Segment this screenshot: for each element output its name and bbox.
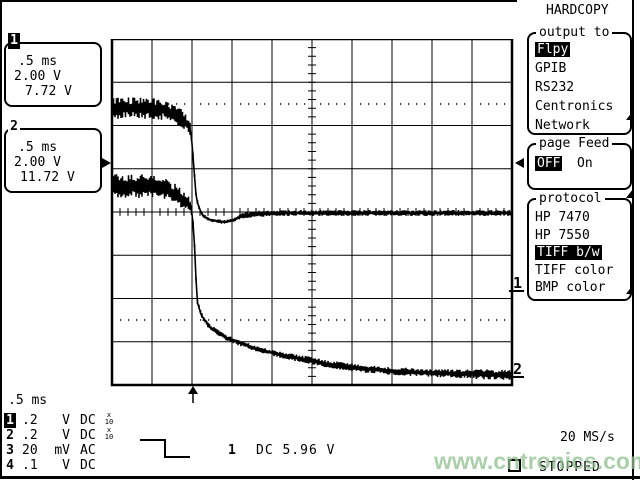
- left-border: [0, 0, 2, 477]
- bezel-arrow-icon: [626, 189, 633, 198]
- ch1-right-marker: 1: [513, 274, 522, 292]
- page-feed-menu: page Feed OFF On: [527, 136, 632, 190]
- ch2-right-marker: 2: [513, 360, 522, 378]
- channel2-badge: 2: [8, 119, 20, 135]
- graticule-waveform-display: 1 2: [102, 39, 524, 403]
- ch1-unit: V: [62, 413, 70, 428]
- trigger-level-right-arrow-icon: [515, 158, 524, 168]
- ch2-scale: 2.00 V: [14, 155, 61, 170]
- bezel-arrow-icon: [626, 285, 633, 294]
- trigger-position-arrow-icon: [188, 386, 198, 403]
- menu-item-hp7550[interactable]: HP 7550: [535, 227, 590, 243]
- menu-item-page-feed-off[interactable]: OFF: [535, 156, 563, 171]
- menu-item-page-feed-on[interactable]: On: [577, 156, 593, 171]
- ch2-scale-value: .2: [22, 428, 38, 443]
- ch2-row-badge: 2: [6, 428, 14, 443]
- page-feed-label: page Feed: [536, 136, 613, 152]
- page-title: HARDCOPY: [546, 3, 609, 18]
- output-to-label: output to: [536, 25, 613, 41]
- trigger-readout: DC 5.96 V: [256, 443, 336, 458]
- sample-rate-readout: 20 MS/s: [560, 430, 615, 445]
- channel2-settings-row: 2 .2 V DC x 10: [4, 426, 124, 444]
- ch3-unit: mV: [54, 443, 70, 458]
- ch1-measurement: 7.72 V: [25, 84, 72, 99]
- menu-item-centronics[interactable]: Centronics: [535, 99, 614, 114]
- ch1-timebase: .5 ms: [18, 54, 58, 69]
- ch2-measurement: 11.72 V: [20, 170, 75, 185]
- ch4-coupling: DC: [80, 458, 96, 473]
- bottom-border: [0, 476, 640, 479]
- menu-item-gpib[interactable]: GPIB: [535, 61, 567, 76]
- ch2-probe-x10-icon: x 10: [104, 426, 114, 441]
- menu-item-hp7470[interactable]: HP 7470: [535, 210, 590, 225]
- ch4-scale-value: .1: [22, 458, 38, 473]
- timebase-readout: .5 ms: [8, 393, 48, 408]
- channel4-settings-row: 4 .1 V DC: [4, 458, 124, 473]
- ch2-timebase: .5 ms: [18, 140, 58, 155]
- ch1-coupling: DC: [80, 413, 96, 428]
- channel1-badge: 1: [8, 33, 20, 49]
- channel1-readout-box: 1 .5 ms 2.00 V 7.72 V: [4, 33, 102, 107]
- acquisition-state: STOPPED: [539, 460, 601, 475]
- ch2-coupling: DC: [80, 428, 96, 443]
- menu-item-tiff-bw[interactable]: TIFF b/w: [535, 245, 602, 260]
- ch2-unit: V: [62, 428, 70, 443]
- ch1-row-badge: 1: [4, 413, 16, 428]
- output-to-menu: output to Flpy GPIB RS232 Centronics Net…: [527, 25, 632, 135]
- trigger-source: 1: [228, 443, 236, 458]
- protocol-label: protocol: [536, 191, 605, 207]
- trigger-level-left-arrow-icon: [102, 158, 111, 168]
- acquisition-state-icon: [508, 459, 521, 472]
- falling-edge-icon: [140, 439, 190, 458]
- menu-item-rs232[interactable]: RS232: [535, 80, 575, 95]
- ch3-row-badge: 3: [6, 443, 14, 458]
- menu-item-network[interactable]: Network: [535, 118, 590, 133]
- top-border: [0, 0, 517, 2]
- menu-item-tiff-color[interactable]: TIFF color: [535, 262, 614, 278]
- channel2-readout-box: 2 .5 ms 2.00 V 11.72 V: [4, 119, 102, 193]
- ch4-row-badge: 4: [6, 458, 14, 473]
- bezel-arrow-icon: [626, 111, 633, 120]
- ch3-coupling: AC: [80, 443, 96, 458]
- channel3-settings-row: 3 20 mV AC: [4, 443, 124, 458]
- ch1-scale-value: .2: [22, 413, 38, 428]
- ch4-unit: V: [62, 458, 70, 473]
- waveform-traces: [111, 97, 512, 380]
- channel1-settings-row: 1 .2 V DC x 10: [4, 411, 124, 428]
- protocol-menu: protocol HP 7470 HP 7550 TIFF b/w TIFF c…: [527, 191, 632, 301]
- menu-item-flpy[interactable]: Flpy: [535, 42, 571, 57]
- right-border: [632, 0, 634, 480]
- ch3-scale-value: 20: [22, 443, 38, 458]
- ch1-probe-x10-icon: x 10: [104, 411, 114, 426]
- watermark: www.cntronics.com: [434, 448, 640, 474]
- menu-item-bmp-color[interactable]: BMP color: [535, 280, 606, 295]
- ch1-scale: 2.00 V: [14, 69, 61, 84]
